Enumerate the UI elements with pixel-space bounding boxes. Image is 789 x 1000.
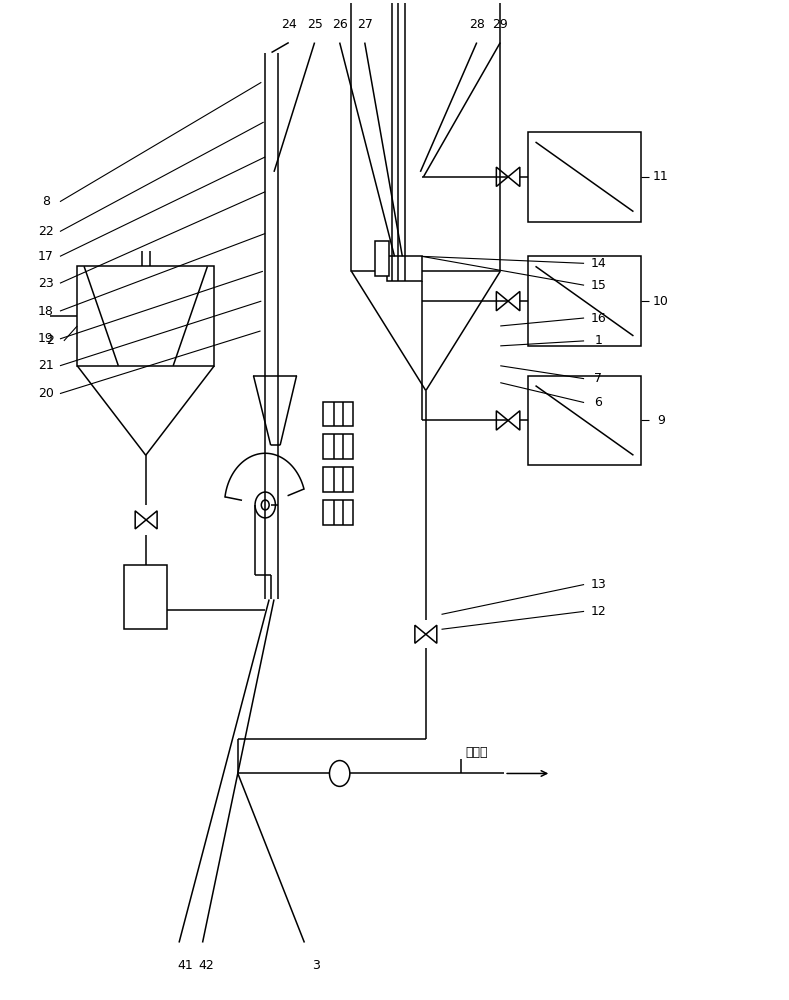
Text: 19: 19 (38, 332, 54, 345)
Bar (323, 467, 353, 492)
Bar (323, 500, 353, 525)
Text: 28: 28 (469, 18, 484, 31)
Bar (323, 402, 353, 426)
Text: 至甑干: 至甑干 (465, 746, 488, 759)
Bar (375, 241, 389, 276)
Text: 7: 7 (594, 372, 602, 385)
Text: 16: 16 (590, 312, 606, 325)
Bar (528, 376, 641, 465)
Bar (124, 565, 167, 629)
Text: 25: 25 (307, 18, 323, 31)
Text: 12: 12 (590, 605, 606, 618)
Text: 13: 13 (590, 578, 606, 591)
Text: 23: 23 (38, 277, 54, 290)
Text: 6: 6 (594, 396, 602, 409)
Text: 41: 41 (178, 959, 193, 972)
Text: 27: 27 (357, 18, 372, 31)
Bar (351, 0, 500, 271)
Text: 14: 14 (590, 257, 606, 270)
Text: 21: 21 (38, 359, 54, 372)
Text: 26: 26 (332, 18, 347, 31)
Text: 29: 29 (492, 18, 508, 31)
Bar (528, 256, 641, 346)
Text: 17: 17 (38, 250, 54, 263)
Text: 3: 3 (312, 959, 320, 972)
Text: 22: 22 (38, 225, 54, 238)
Text: 24: 24 (281, 18, 297, 31)
Text: 9: 9 (657, 414, 665, 427)
Text: 20: 20 (38, 387, 54, 400)
Text: 18: 18 (38, 305, 54, 318)
Text: 2: 2 (46, 334, 54, 347)
Bar (528, 132, 641, 222)
Text: 8: 8 (42, 195, 50, 208)
Bar (323, 434, 353, 459)
Bar (387, 256, 422, 281)
Text: 11: 11 (653, 170, 669, 183)
Text: 15: 15 (590, 279, 606, 292)
Text: 10: 10 (653, 295, 669, 308)
Text: 42: 42 (199, 959, 215, 972)
Text: 1: 1 (594, 334, 602, 347)
Bar (77, 266, 215, 366)
